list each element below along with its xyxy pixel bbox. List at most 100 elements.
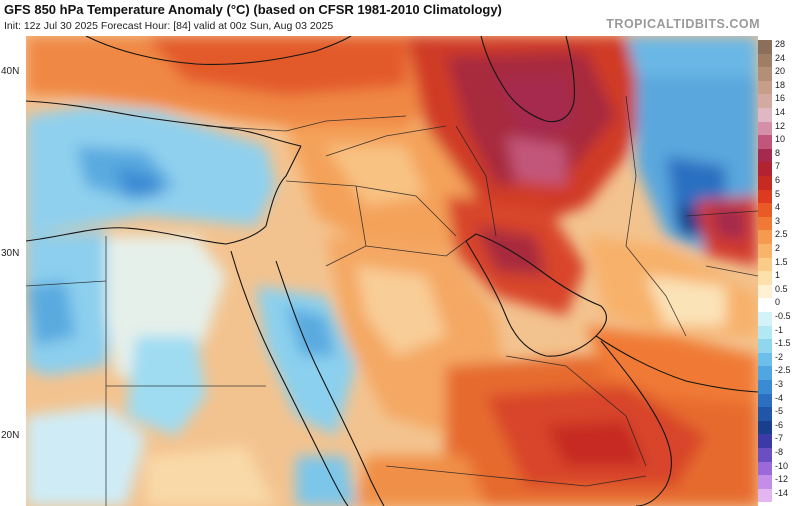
colorbar-label: 7 (775, 161, 781, 172)
colorbar-swatch (758, 203, 772, 217)
colorbar-label: -4 (775, 392, 784, 403)
colorbar-level: 4 (758, 202, 800, 217)
lat-label-40n: 40N (1, 66, 20, 77)
colorbar-level: 24 (758, 52, 800, 68)
colorbar-label: -6 (775, 419, 784, 430)
colorbar-label: -14 (775, 487, 789, 498)
forecast-info: Init: 12z Jul 30 2025 Forecast Hour: [84… (4, 20, 334, 32)
colorbar-level: -2 (758, 351, 800, 367)
colorbar-label: -5 (775, 406, 784, 417)
colorbar-label: 0.5 (775, 283, 788, 294)
latitude-axis: 40N 30N 20N (0, 36, 26, 506)
colorbar-swatch (758, 407, 772, 421)
colorbar-swatch (758, 475, 772, 489)
colorbar-level: 28 (758, 39, 800, 54)
colorbar-swatch (758, 176, 772, 190)
colorbar-swatch (758, 271, 772, 285)
colorbar-swatch (758, 148, 772, 163)
colorbar-swatch (758, 162, 772, 176)
colorbar-level: -14 (758, 487, 800, 503)
colorbar-label: 28 (775, 39, 786, 49)
map-title: GFS 850 hPa Temperature Anomaly (°C) (ba… (4, 2, 502, 17)
colorbar-swatch (758, 366, 772, 380)
colorbar-level: -6 (758, 419, 800, 435)
colorbar-label: -1 (775, 324, 784, 335)
colorbar-label: 14 (775, 107, 786, 117)
colorbar-label: 5 (775, 188, 781, 199)
colorbar-legend: 28 24 20 18 16 14 12 10 8 7 6 5 4 3 2.5 2 1.5 1 0.5 0 -0.5 -1… (758, 36, 800, 506)
colorbar-swatch (758, 393, 772, 408)
colorbar-label: -10 (775, 460, 789, 471)
country-borders (26, 95, 758, 506)
colorbar-label: 16 (775, 93, 786, 104)
colorbar-label: 10 (775, 134, 786, 145)
colorbar-level: 10 (758, 134, 800, 149)
colorbar-label: 2 (775, 243, 781, 253)
colorbar-swatch (758, 67, 772, 81)
anomaly-map-graphic (26, 36, 758, 506)
colorbar-swatch (758, 352, 772, 367)
colorbar-label: 3 (775, 215, 781, 226)
lat-label-30n: 30N (1, 248, 20, 259)
colorbar-level: -1 (758, 324, 800, 340)
colorbar-label: -3 (775, 379, 784, 389)
colorbar-label: 0 (775, 297, 781, 308)
colorbar-level: 7 (758, 161, 800, 176)
colorbar-swatch (758, 488, 772, 503)
colorbar-swatch (758, 420, 772, 435)
colorbar-label: 24 (775, 52, 786, 63)
colorbar-label: -2.5 (775, 365, 791, 376)
colorbar-level: 1.5 (758, 256, 800, 272)
colorbar-label: -0.5 (775, 311, 791, 321)
colorbar-level: -2.5 (758, 365, 800, 380)
colorbar-level: 1 (758, 270, 800, 285)
colorbar-level: 20 (758, 66, 800, 81)
colorbar-swatch (758, 434, 772, 448)
colorbar-label: -12 (775, 474, 789, 485)
brand-watermark: TROPICALTIDBITS.COM (606, 17, 760, 31)
colorbar-level: -5 (758, 406, 800, 421)
colorbar-swatch (758, 121, 772, 136)
colorbar-swatch (758, 325, 772, 340)
colorbar-level: 0.5 (758, 283, 800, 299)
colorbar-label: -1.5 (775, 338, 791, 349)
colorbar-label: 18 (775, 79, 786, 90)
colorbar-label: 2.5 (775, 229, 788, 240)
colorbar-swatch (758, 94, 772, 108)
anomaly-map (26, 36, 758, 506)
colorbar-level: -0.5 (758, 311, 800, 326)
colorbar-swatch (758, 312, 772, 326)
colorbar-swatch (758, 461, 772, 476)
colorbar-swatch (758, 380, 772, 394)
colorbar-level: -12 (758, 474, 800, 489)
colorbar-level: 2 (758, 243, 800, 258)
colorbar-swatch (758, 244, 772, 258)
colorbar-level: 6 (758, 175, 800, 190)
colorbar-level: 12 (758, 121, 800, 136)
colorbar-level: 0 (758, 297, 800, 312)
colorbar-swatch (758, 135, 772, 149)
map-header: GFS 850 hPa Temperature Anomaly (°C) (ba… (0, 0, 800, 36)
colorbar-swatch (758, 230, 772, 244)
colorbar-level: 16 (758, 93, 800, 108)
colorbar-label: -7 (775, 433, 784, 444)
colorbar-label: 6 (775, 175, 781, 185)
colorbar-swatch (758, 40, 772, 54)
anomaly-shading (26, 36, 758, 506)
colorbar-label: 20 (775, 66, 786, 77)
colorbar-label: -8 (775, 447, 784, 457)
colorbar-swatch (758, 53, 772, 68)
colorbar-level: -8 (758, 447, 800, 462)
colorbar-swatch (758, 448, 772, 462)
colorbar-level: -4 (758, 392, 800, 408)
colorbar-level: 5 (758, 188, 800, 204)
colorbar-level: -10 (758, 460, 800, 476)
colorbar-level: 8 (758, 148, 800, 163)
colorbar-level: 2.5 (758, 229, 800, 244)
colorbar-label: -2 (775, 351, 784, 362)
colorbar-swatch (758, 339, 772, 353)
colorbar-level: -7 (758, 433, 800, 448)
colorbar-label: 1.5 (775, 256, 788, 267)
coastlines (26, 36, 758, 506)
colorbar-swatch (758, 284, 772, 299)
